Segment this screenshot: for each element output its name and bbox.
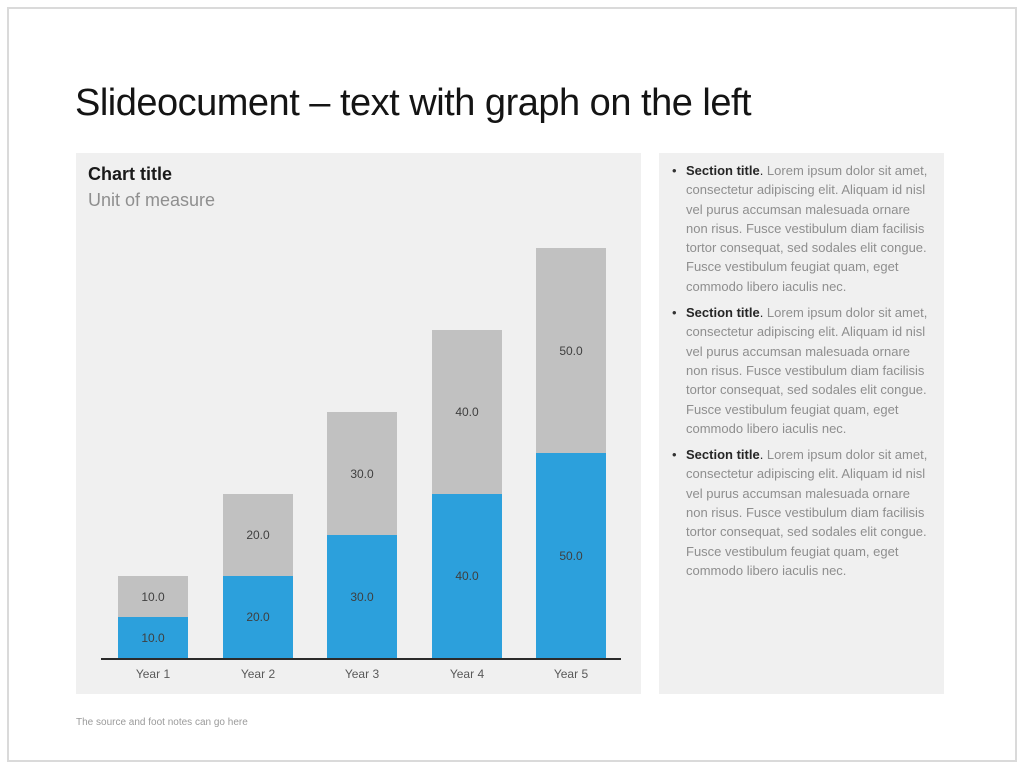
- bar-segment-gray: 20.0: [223, 494, 293, 576]
- bullet-icon: •: [672, 163, 677, 178]
- bar-segment-blue: 20.0: [223, 576, 293, 658]
- data-label: 30.0: [350, 589, 374, 604]
- chart-bar: 40.0 40.0: [432, 330, 502, 658]
- data-label: 50.0: [559, 343, 583, 358]
- section-item: • Section title. Lorem ipsum dolor sit a…: [659, 303, 944, 438]
- category-label: Year 3: [344, 667, 380, 681]
- bullet-icon: •: [672, 447, 677, 463]
- chart-title: Chart title: [88, 164, 173, 184]
- bar-segment-blue: 10.0: [118, 617, 188, 658]
- section-body: Lorem ipsum dolor sit amet, consectetur …: [686, 163, 928, 294]
- text-panel: • Section title. Lorem ipsum dolor sit a…: [659, 153, 944, 694]
- chart-header: Chart title Unit of measure: [88, 161, 215, 213]
- category-label: Year 2: [240, 667, 276, 681]
- data-label: 10.0: [141, 589, 165, 604]
- section-title: Section title: [686, 163, 760, 178]
- bar-segment-gray: 50.0: [536, 248, 606, 453]
- section-separator: .: [759, 163, 767, 178]
- data-label: 20.0: [246, 528, 270, 542]
- section-title: Section title: [686, 447, 760, 463]
- section-separator: .: [759, 305, 767, 321]
- bar-segment-blue: 30.0: [327, 535, 397, 658]
- data-label: 30.0: [350, 466, 374, 481]
- category-label: Year 1: [135, 667, 171, 681]
- chart-bar: 50.0 50.0: [536, 248, 606, 658]
- chart-bar: 30.0 30.0: [327, 412, 397, 658]
- section-body: Lorem ipsum dolor sit amet, consectetur …: [686, 305, 928, 436]
- bar-segment-gray: 40.0: [432, 330, 502, 494]
- category-label: Year 5: [553, 667, 589, 681]
- category-label: Year 4: [449, 667, 485, 681]
- section-separator: .: [759, 447, 767, 463]
- section-body: Lorem ipsum dolor sit amet, consectetur …: [686, 447, 928, 578]
- bar-segment-gray: 10.0: [118, 576, 188, 617]
- chart-panel: Chart title Unit of measure 10.0 10.0 Year…: [76, 153, 641, 694]
- section-item: • Section title. Lorem ipsum dolor sit a…: [659, 161, 944, 296]
- data-label: 50.0: [559, 548, 583, 563]
- x-axis-line: [101, 658, 621, 660]
- chart-bar: 10.0 10.0: [118, 576, 188, 658]
- slide-title: Slideocument – text with graph on the le…: [75, 82, 752, 125]
- bar-segment-gray: 30.0: [327, 412, 397, 535]
- bar-segment-blue: 40.0: [432, 494, 502, 658]
- data-label: 40.0: [455, 405, 479, 419]
- chart-bar: 20.0 20.0: [223, 494, 293, 658]
- data-label: 20.0: [246, 610, 270, 624]
- section-title: Section title: [686, 305, 760, 321]
- data-label: 40.0: [455, 569, 479, 583]
- bar-segment-blue: 50.0: [536, 453, 606, 658]
- footnote: The source and foot notes can go here: [76, 717, 248, 728]
- data-label: 10.0: [141, 630, 165, 645]
- section-item: • Section title. Lorem ipsum dolor sit a…: [659, 445, 944, 580]
- bullet-icon: •: [672, 305, 677, 321]
- chart-subtitle: Unit of measure: [88, 190, 216, 210]
- section-list: • Section title. Lorem ipsum dolor sit a…: [659, 161, 944, 580]
